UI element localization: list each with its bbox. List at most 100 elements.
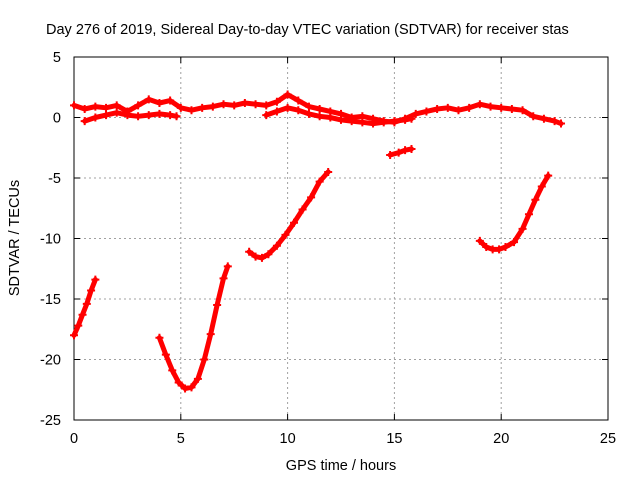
data-point (144, 95, 153, 104)
data-point (283, 90, 292, 99)
data-point (379, 118, 388, 127)
x-tick-label: 0 (70, 431, 78, 447)
x-axis-label: GPS time / hours (286, 458, 396, 474)
data-point (544, 171, 553, 180)
data-point (181, 384, 190, 393)
data-point (264, 250, 273, 259)
data-point (337, 115, 345, 124)
series-arc-4 (386, 144, 416, 160)
axis-tick-labels: 0 5 10 15 20 25 -25 -20 -15 -10 -5 0 5 (40, 50, 616, 447)
data-point (193, 374, 202, 383)
x-tick-label: 5 (177, 431, 185, 447)
data-point (326, 113, 335, 122)
y-tick-label: -20 (40, 353, 61, 369)
series-arc-1 (70, 275, 100, 340)
data-point (91, 102, 100, 111)
y-tick-label: -25 (40, 413, 61, 429)
data-point (257, 253, 266, 262)
data-point (174, 378, 183, 387)
data-point (369, 119, 378, 128)
data-point (187, 383, 196, 392)
data-point (524, 210, 533, 219)
data-point (155, 333, 164, 342)
data-point (475, 100, 484, 109)
data-point (198, 103, 207, 112)
series-trace (156, 263, 231, 391)
data-point (161, 350, 170, 359)
axis-ticks (73, 56, 609, 421)
data-point (102, 111, 111, 120)
data-point (358, 118, 367, 127)
data-point (497, 103, 506, 112)
data-point (123, 111, 132, 120)
x-tick-label: 25 (600, 431, 616, 447)
data-point (307, 193, 316, 202)
chart-title: Day 276 of 2019, Sidereal Day-to-day VTE… (46, 22, 569, 38)
data-point (390, 117, 399, 126)
data-point (262, 111, 271, 120)
data-point (315, 105, 324, 114)
data-point (213, 301, 222, 310)
data-marks (70, 90, 566, 393)
data-point (223, 262, 232, 271)
data-point (166, 111, 175, 120)
data-point (74, 321, 83, 330)
data-point (531, 195, 540, 204)
series-track-a (70, 90, 566, 128)
data-point (324, 167, 333, 176)
data-point (91, 113, 100, 122)
data-point (465, 103, 474, 112)
data-point (219, 274, 228, 283)
data-point (281, 230, 290, 239)
data-point (411, 109, 420, 118)
y-tick-label: -5 (48, 171, 61, 187)
data-point (230, 101, 239, 110)
data-point (87, 286, 96, 295)
data-point (304, 109, 313, 118)
series-trace (246, 169, 331, 261)
data-point (518, 224, 527, 233)
data-point (70, 101, 78, 110)
data-point (298, 205, 307, 214)
data-point (134, 112, 143, 121)
data-point (539, 114, 548, 123)
data-point (394, 148, 403, 157)
data-point (219, 100, 228, 109)
data-point (272, 97, 281, 106)
x-tick-label: 20 (493, 431, 509, 447)
data-point (407, 114, 416, 123)
data-point (401, 115, 410, 124)
data-point (407, 144, 416, 153)
data-point (172, 112, 181, 121)
data-point (176, 103, 185, 112)
data-point (251, 100, 260, 109)
y-tick-label: 5 (53, 50, 61, 66)
series-track-c (262, 103, 416, 128)
data-point (486, 102, 495, 111)
data-point (294, 96, 303, 105)
data-point (206, 330, 215, 339)
data-point (80, 105, 89, 114)
data-point (245, 247, 254, 256)
series-track-b (80, 108, 181, 126)
series-arc-3 (245, 167, 333, 262)
data-point (200, 355, 209, 364)
y-axis-label: SDTVAR / TECUs (7, 180, 23, 296)
data-point (78, 310, 87, 319)
data-point (422, 107, 431, 116)
data-point (290, 218, 299, 227)
data-point (144, 111, 153, 120)
data-point (166, 96, 175, 105)
data-point (482, 242, 491, 251)
data-point (112, 101, 121, 110)
y-tick-label: -10 (40, 232, 61, 248)
data-point (507, 105, 516, 114)
data-point (262, 101, 271, 110)
x-tick-label: 10 (280, 431, 296, 447)
data-point (112, 108, 121, 117)
series-arc-2 (155, 262, 232, 393)
data-point (102, 103, 111, 112)
data-point (550, 117, 559, 126)
data-point (315, 177, 324, 186)
